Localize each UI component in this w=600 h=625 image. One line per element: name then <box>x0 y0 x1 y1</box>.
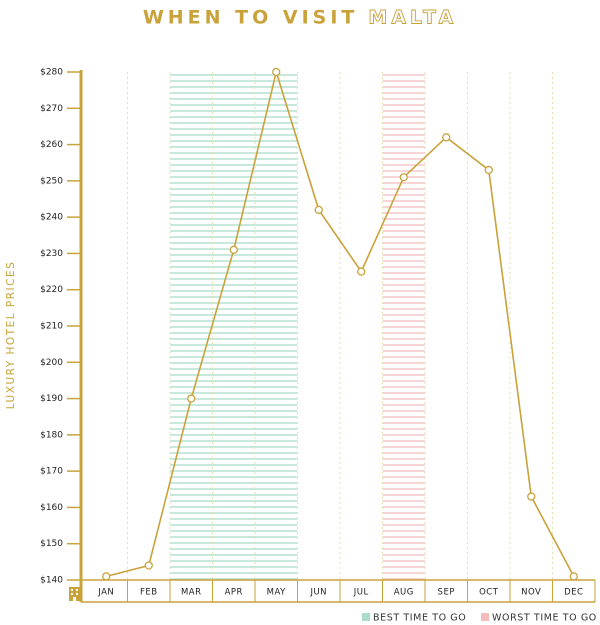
y-tick-label: $190 <box>40 394 63 404</box>
x-tick-label: OCT <box>479 588 499 598</box>
data-point <box>102 572 111 581</box>
y-tick-label: $150 <box>40 539 63 549</box>
data-point <box>442 133 451 142</box>
price-line <box>106 68 575 578</box>
data-point <box>314 205 323 215</box>
data-point <box>357 267 366 276</box>
y-tick-label: $140 <box>40 576 63 586</box>
y-tick-label: $280 <box>40 68 63 78</box>
data-point <box>229 245 238 254</box>
x-tick-label: MAY <box>267 588 286 598</box>
chart-title: WHEN TO VISIT <box>143 7 359 29</box>
y-tick-label: $230 <box>40 249 63 259</box>
data-point <box>569 572 578 581</box>
data-point <box>272 67 281 77</box>
legend-swatch <box>481 613 489 621</box>
y-tick-label: $220 <box>40 285 63 295</box>
data-point <box>144 561 153 570</box>
legend-swatch <box>362 613 370 621</box>
data-point <box>484 165 493 175</box>
y-tick-label: $200 <box>40 358 63 368</box>
legend-label: WORST TIME TO GO <box>492 613 597 624</box>
x-tick-label: APR <box>225 588 243 598</box>
data-point <box>527 492 536 501</box>
y-tick-label: $270 <box>40 104 63 114</box>
data-point <box>187 394 196 403</box>
x-tick-label: MAR <box>181 588 202 598</box>
data-point <box>399 173 408 182</box>
x-tick-label: NOV <box>521 588 541 598</box>
x-tick-label: FEB <box>140 588 158 598</box>
y-tick-label: $160 <box>40 503 63 513</box>
x-tick-label: SEP <box>438 588 455 598</box>
y-axis-label: LUXURY HOTEL PRICES <box>5 261 17 410</box>
building-icon <box>69 587 80 601</box>
legend-label: BEST TIME TO GO <box>373 613 466 624</box>
x-tick-label: AUG <box>394 588 414 598</box>
highlight-band <box>170 72 298 580</box>
y-tick-label: $240 <box>40 213 63 223</box>
chart-title-highlight: MALTA <box>368 7 457 29</box>
y-tick-label: $250 <box>40 176 63 186</box>
x-tick-label: JAN <box>97 588 114 598</box>
y-tick-label: $170 <box>40 467 63 477</box>
x-tick-label: DEC <box>564 588 583 598</box>
x-tick-label: JUN <box>309 588 327 598</box>
highlight-band <box>382 72 425 580</box>
x-tick-label: JUL <box>353 588 369 598</box>
y-tick-label: $180 <box>40 430 63 440</box>
y-tick-label: $260 <box>40 140 63 150</box>
y-tick-label: $210 <box>40 322 63 332</box>
